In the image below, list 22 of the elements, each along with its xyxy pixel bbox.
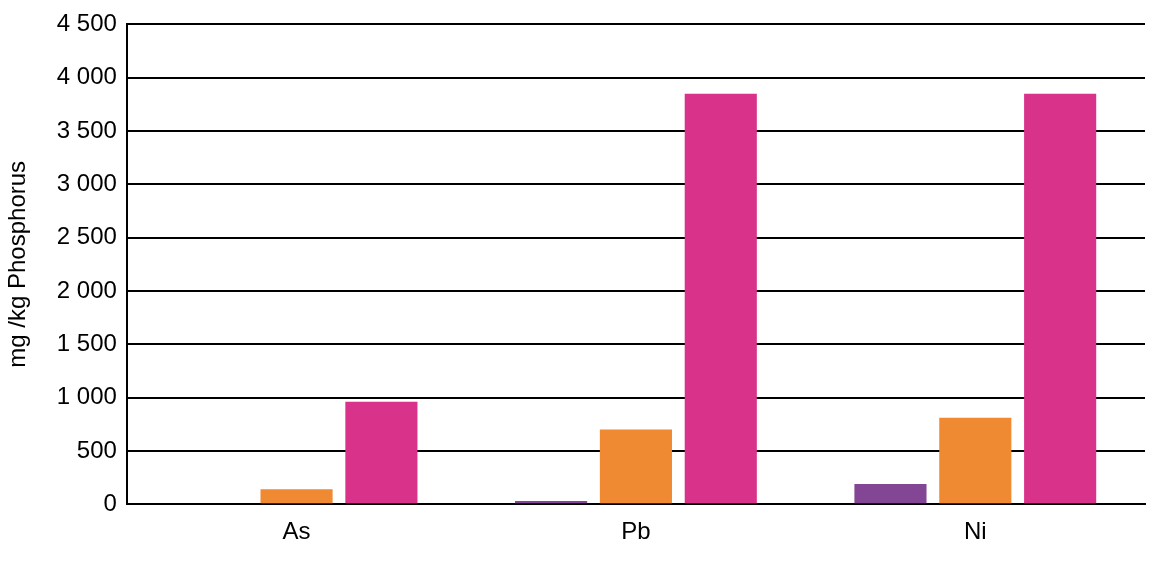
y-tick-label: 1 000 <box>56 382 117 410</box>
y-tick-label: 3 500 <box>56 115 117 143</box>
y-tick-label: 3 000 <box>56 168 117 196</box>
bar <box>854 483 927 504</box>
bar <box>515 501 588 504</box>
bar <box>599 429 672 504</box>
y-tick-label: 4 500 <box>56 9 117 37</box>
y-tick-label: 0 <box>103 488 117 516</box>
y-tick-label: 500 <box>76 435 117 463</box>
x-tick-label: Ni <box>963 517 987 545</box>
bar <box>684 93 757 504</box>
x-tick-label: Pb <box>621 517 651 545</box>
bar <box>345 401 418 504</box>
y-tick-label: 2 000 <box>56 275 117 303</box>
y-tick-label: 2 500 <box>56 222 117 250</box>
y-axis-title: mg /kg Phosphorus <box>3 160 31 368</box>
bar <box>1024 93 1097 504</box>
bar <box>260 489 333 504</box>
x-tick-label: As <box>282 517 311 545</box>
y-tick-label: 1 500 <box>56 328 117 356</box>
bar <box>939 417 1012 504</box>
y-tick-label: 4 000 <box>56 62 117 90</box>
